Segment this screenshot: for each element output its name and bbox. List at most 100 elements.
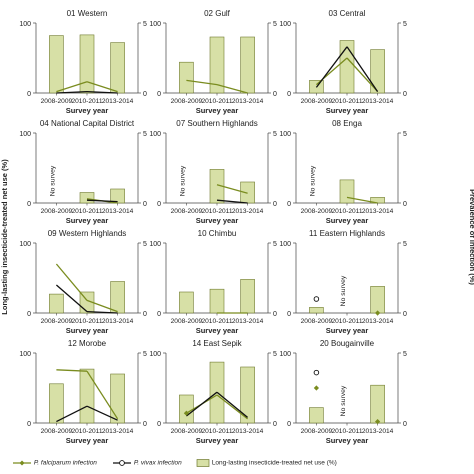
net-use-bar: [110, 281, 125, 314]
panel-title: 02 Gulf: [204, 9, 231, 18]
panel-title: 12 Morobe: [68, 339, 107, 348]
right-tick-label: 0: [143, 421, 147, 428]
x-axis-label: Survey year: [196, 436, 239, 445]
pf-line: [216, 83, 248, 94]
net-use-bar: [79, 34, 95, 94]
legend-item-net: Long-lasting insecticide-treated net use…: [196, 459, 337, 467]
panel-title: 11 Eastern Highlands: [309, 229, 385, 238]
pv-line: [86, 90, 118, 94]
net-use-bar: [309, 307, 324, 314]
left-tick-label: 0: [157, 91, 161, 98]
right-tick-label: 5: [143, 131, 147, 138]
net-use-bar: [240, 366, 255, 424]
x-axis-label: Survey year: [196, 326, 239, 335]
x-axis-label: Survey year: [196, 216, 239, 225]
no-survey-label: No survey: [340, 385, 347, 416]
right-tick-label: 0: [403, 311, 407, 318]
x-tick-label: 2008-2009: [301, 208, 333, 215]
net-use-bar: [240, 36, 255, 94]
net-use-bar: [370, 49, 385, 94]
net-use-bar: [49, 35, 64, 94]
x-axis-label: Survey year: [66, 326, 109, 335]
no-survey-label: No survey: [179, 165, 186, 196]
pf-line: [216, 184, 248, 194]
no-survey-label: No survey: [340, 275, 347, 306]
legend-label-net: Long-lasting insecticide-treated net use…: [211, 459, 337, 467]
left-tick-label: 0: [27, 91, 31, 98]
x-tick-label: 2010-2011: [71, 98, 102, 105]
left-tick-label: 0: [157, 201, 161, 208]
panel: 07 Southern Highlands 100 0 5 0 2008-2009 2010…: [149, 119, 277, 225]
panel: 11 Eastern Highlands 100 0 5 0 2008-2009 2010-…: [279, 229, 407, 335]
panel: 03 Central 100 0 5 0 2008-2009 2010-2011 2013-2…: [279, 9, 407, 115]
x-axis-label: Survey year: [326, 106, 369, 115]
net-use-bar: [209, 288, 225, 314]
net-use-bar: [49, 293, 64, 314]
left-tick-label: 100: [149, 241, 161, 248]
pf-line: [55, 263, 88, 301]
legend-item-pv: P. vivax infection: [112, 459, 182, 467]
net-use-bar: [79, 192, 95, 204]
y-axis-left-label: Long-lasting insecticide-treated net use…: [0, 159, 9, 315]
pv-line: [86, 199, 118, 203]
left-tick-label: 0: [287, 201, 291, 208]
x-tick-label: 2008-2009: [301, 318, 333, 325]
x-axis-label: Survey year: [326, 326, 369, 335]
x-tick-label: 2010-2011: [331, 318, 362, 325]
pf-line: [216, 394, 248, 420]
x-tick-label: 2010-2011: [71, 318, 102, 325]
net-use-bar: [179, 291, 194, 314]
x-axis-label: Survey year: [66, 216, 109, 225]
left-tick-label: 100: [279, 351, 291, 358]
x-axis-label: Survey year: [326, 216, 369, 225]
right-tick-label: 0: [273, 91, 277, 98]
panel: 08 Enga 100 0 5 0 2008-2009 2010-2011 2013-2014…: [279, 119, 407, 225]
panel: 02 Gulf 100 0 5 0 2008-2009 2010-2011 2013-2014…: [149, 9, 277, 115]
net-use-bar: [179, 61, 194, 94]
no-survey-label: No survey: [49, 165, 56, 196]
left-tick-label: 100: [149, 131, 161, 138]
right-tick-label: 0: [143, 91, 147, 98]
panel: 01 Western 100 0 5 0 2008-2009 2010-2011 2013-2…: [19, 9, 147, 115]
x-tick-label: 2013-2014: [362, 318, 394, 325]
left-tick-label: 0: [157, 421, 161, 428]
panel-title: 01 Western: [67, 9, 108, 18]
panel: 20 Bougainville 100 0 5 0 2008-2009 2010-2011 2…: [279, 339, 407, 445]
right-tick-label: 0: [273, 421, 277, 428]
right-tick-label: 5: [273, 21, 277, 28]
left-tick-label: 0: [27, 421, 31, 428]
x-tick-label: 2013-2014: [362, 208, 394, 215]
pv-line: [56, 90, 88, 94]
net-use-bar: [49, 383, 64, 424]
x-tick-label: 2013-2014: [232, 318, 264, 325]
left-tick-label: 0: [157, 311, 161, 318]
left-tick-label: 0: [27, 201, 31, 208]
legend: P. falciparum infection P. vivax infecti…: [0, 457, 474, 471]
pv-line: [55, 284, 88, 313]
x-tick-label: 2010-2011: [71, 428, 102, 435]
x-tick-label: 2013-2014: [102, 428, 134, 435]
pf-line: [56, 81, 88, 93]
right-tick-label: 5: [143, 351, 147, 358]
left-tick-label: 100: [149, 21, 161, 28]
pf-point: [375, 310, 381, 316]
right-tick-label: 0: [273, 311, 277, 318]
pv-line: [216, 391, 249, 418]
left-tick-label: 100: [279, 241, 291, 248]
pv-point: [313, 296, 320, 302]
x-tick-label: 2008-2009: [41, 428, 73, 435]
pv-line: [86, 310, 118, 314]
pf-legend-swatch: [13, 460, 31, 466]
left-tick-label: 0: [287, 91, 291, 98]
no-survey-label: No survey: [309, 165, 316, 196]
x-tick-label: 2013-2014: [232, 208, 264, 215]
x-tick-label: 2013-2014: [102, 318, 134, 325]
x-tick-label: 2013-2014: [102, 208, 134, 215]
left-tick-label: 0: [287, 421, 291, 428]
left-tick-label: 0: [287, 311, 291, 318]
x-axis-label: Survey year: [196, 106, 239, 115]
x-tick-label: 2013-2014: [102, 98, 134, 105]
right-tick-label: 5: [403, 351, 407, 358]
net-use-bar: [339, 179, 355, 204]
net-use-bar: [370, 286, 385, 314]
